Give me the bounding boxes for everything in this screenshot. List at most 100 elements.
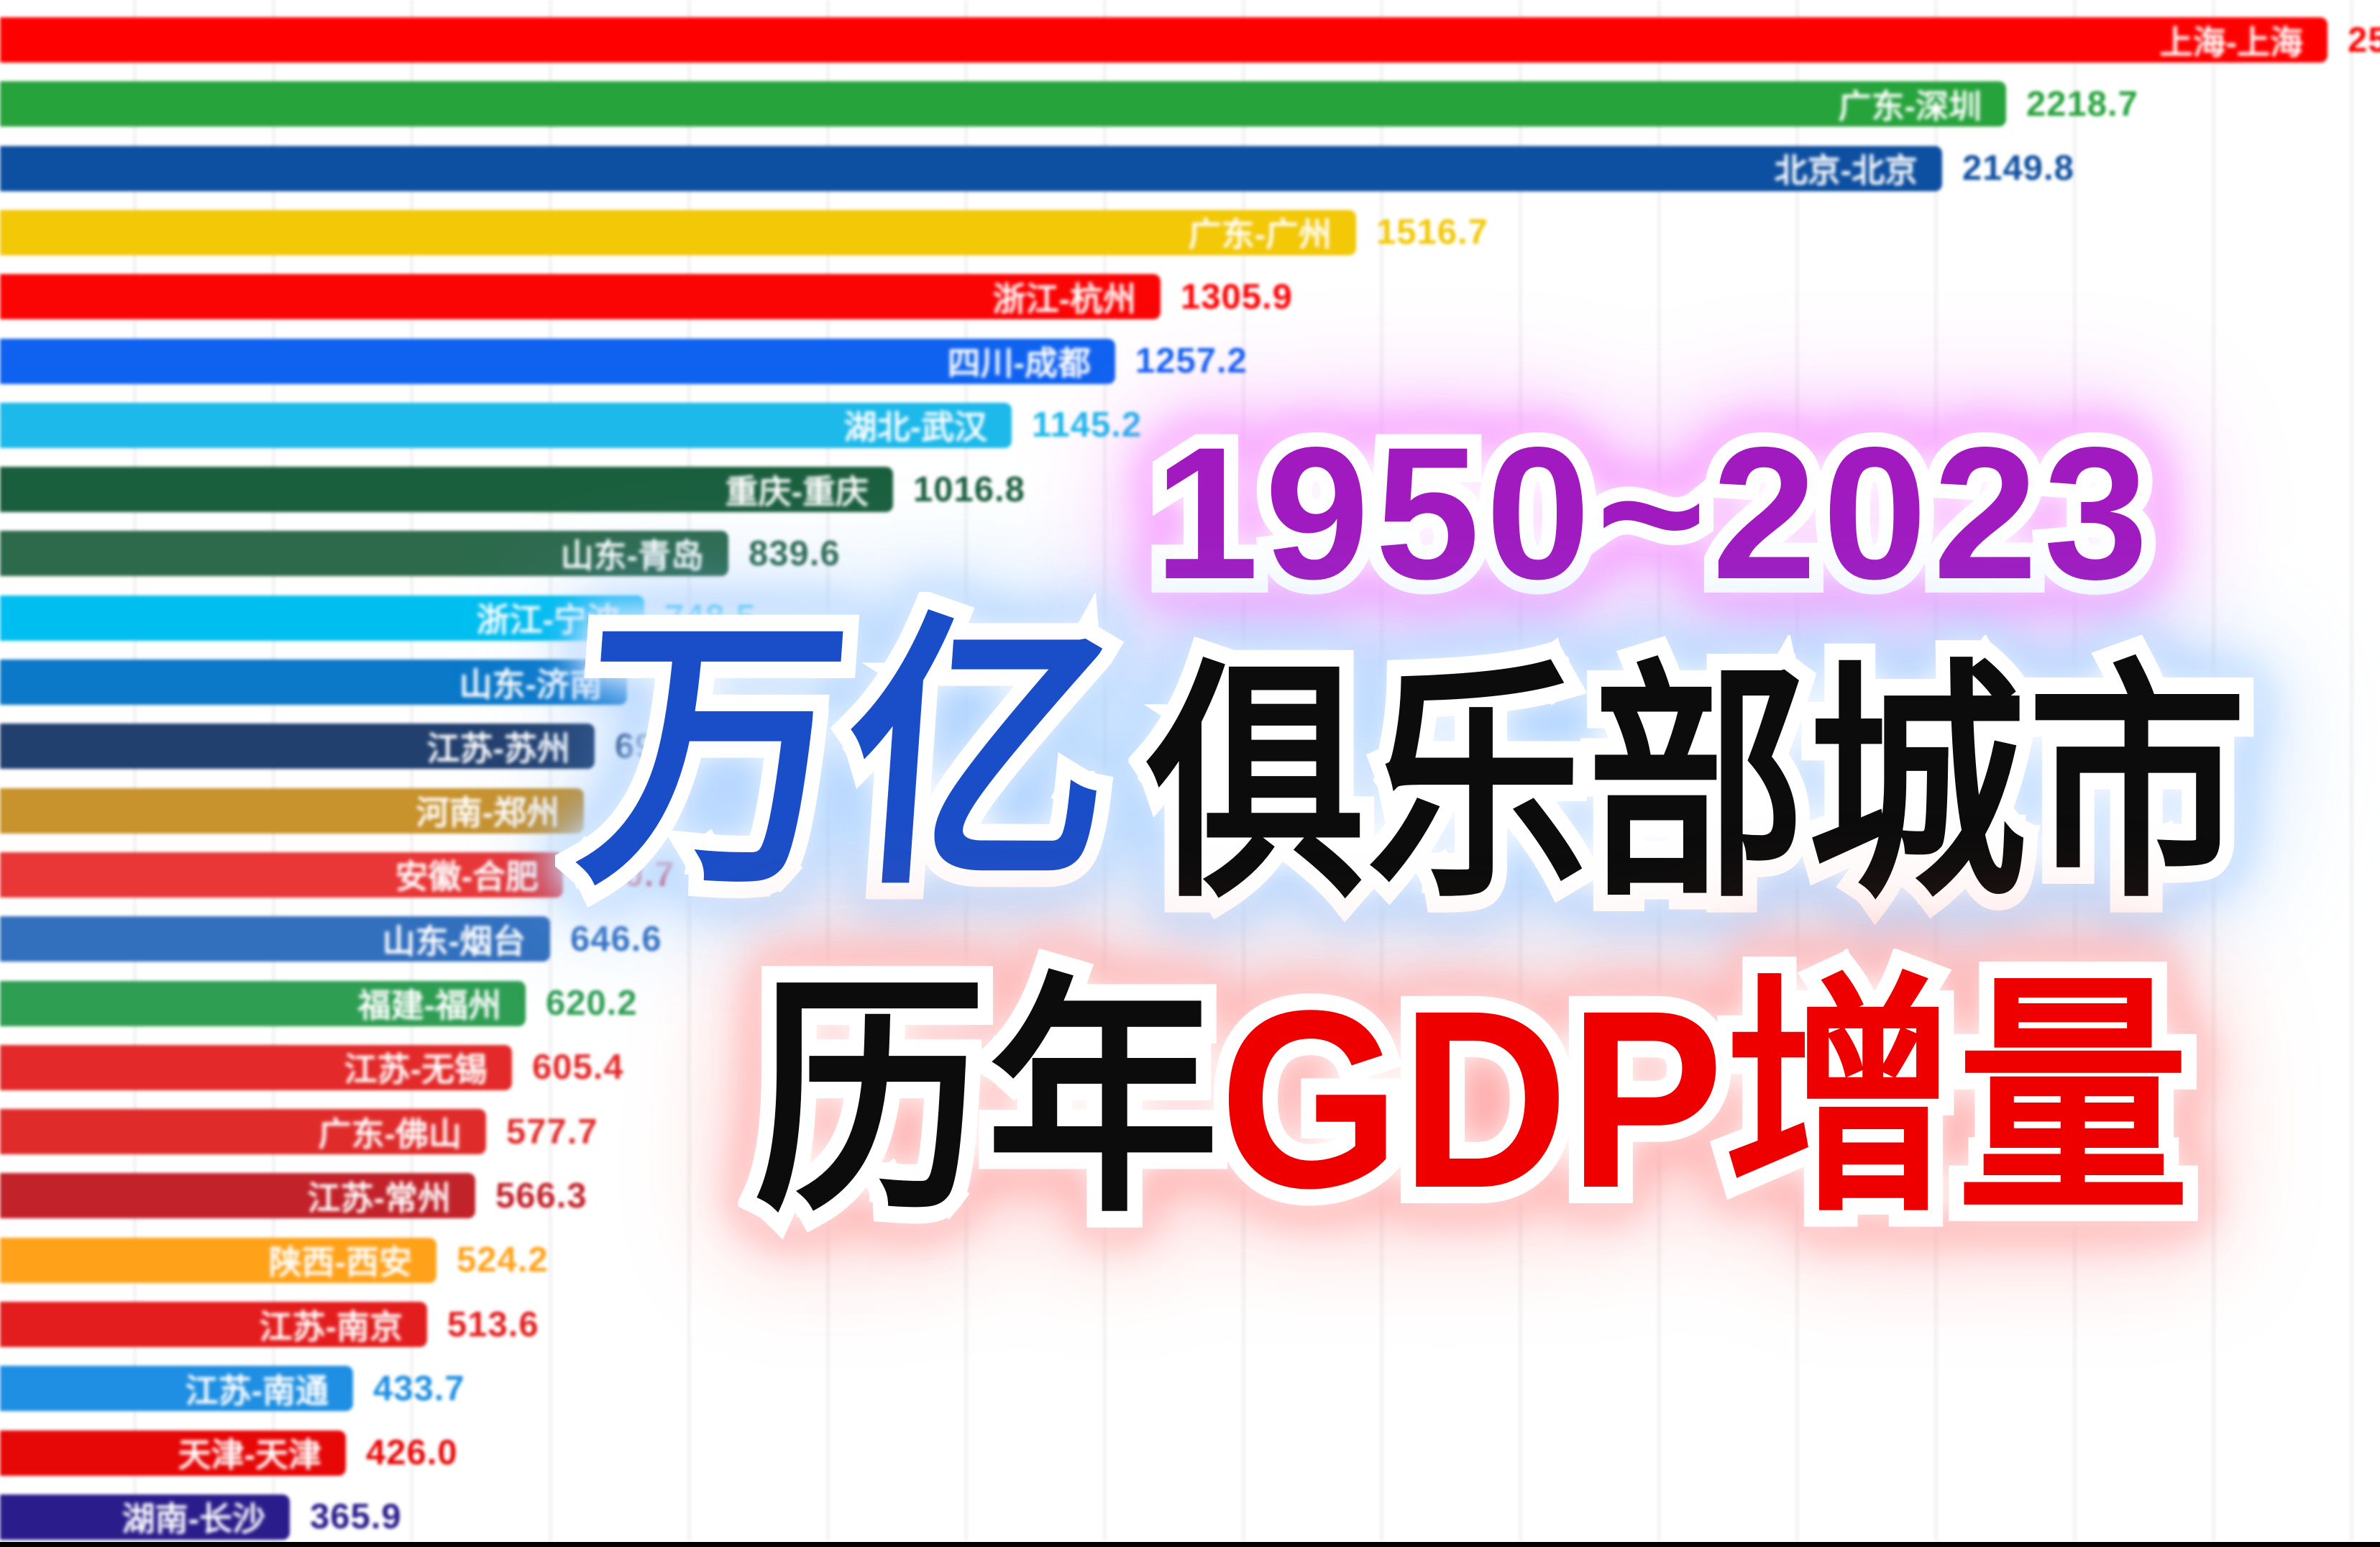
bar-value: 513.6 <box>447 1305 539 1344</box>
bar-label: 河南-郑州 <box>416 794 559 832</box>
bar-value: 1145.2 <box>1032 406 1143 445</box>
chart-baseline <box>0 1542 2380 1547</box>
bar-row: 山东-青岛 839.6 <box>0 531 2380 577</box>
bar-label: 湖南-长沙 <box>122 1500 265 1538</box>
bar-row: 北京-北京 2149.8 <box>0 145 2380 191</box>
bar: 天津-天津 <box>0 1430 346 1476</box>
gridline <box>549 0 552 1541</box>
title-period-line: 1950~2023 <box>1154 419 2154 608</box>
bar-row: 广东-广州 1516.7 <box>0 209 2380 255</box>
bar: 湖南-长沙 <box>0 1494 290 1540</box>
bar-row: 山东-济南 <box>0 660 2380 705</box>
bar-label: 四川-成都 <box>947 344 1091 382</box>
bar: 上海-上海 <box>0 17 2328 63</box>
bar: 四川-成都 <box>0 338 1115 384</box>
bar-label: 上海-上海 <box>2159 23 2303 61</box>
bar: 广东-佛山 <box>0 1109 486 1155</box>
bar-value: 365.9 <box>310 1497 402 1537</box>
bar-value: 426.0 <box>366 1433 458 1473</box>
bar-row: 山东-烟台 646.6 <box>0 916 2380 962</box>
bar: 广东-深圳 <box>0 81 2006 127</box>
bar: 安徽-合肥 <box>0 852 563 898</box>
bar-label: 陕西-西安 <box>268 1243 412 1282</box>
bar-row: 浙江-杭州 1305.9 <box>0 274 2380 320</box>
bar-label: 山东-青岛 <box>560 537 704 575</box>
title-sub-black: 历年 <box>754 972 1219 1226</box>
bar: 广东-广州 <box>0 209 1356 255</box>
bar-label: 重庆-重庆 <box>725 473 869 511</box>
bar-value: 1016.8 <box>913 470 1025 509</box>
bar-value: 1257.2 <box>1135 342 1248 380</box>
bar-row: 湖北-武汉 1145.2 <box>0 402 2380 448</box>
bar-label: 山东-济南 <box>459 665 603 703</box>
bar-row: 福建-福州 620.2 <box>0 980 2380 1026</box>
bar-label: 福建-福州 <box>357 987 501 1024</box>
bar: 山东-烟台 <box>0 916 550 962</box>
bar-row: 江苏-南京 513.6 <box>0 1302 2380 1347</box>
bar-label: 湖北-武汉 <box>843 409 987 447</box>
bar-row: 四川-成都 1257.2 <box>0 338 2380 384</box>
bar-row: 江苏-南通 433.7 <box>0 1366 2380 1412</box>
bar-row: 江苏-无锡 605.4 <box>0 1044 2380 1090</box>
bar-value: 2565.9 <box>2348 20 2380 60</box>
bar-row: 河南-郑州 <box>0 788 2380 834</box>
bar-value: 1516.7 <box>1376 213 1488 252</box>
bar-label: 江苏-南通 <box>185 1372 329 1410</box>
bar: 河南-郑州 <box>0 788 584 834</box>
title-keyword-black: 俱乐部城市 <box>1147 660 2248 913</box>
bar-label: 广东-广州 <box>1188 216 1332 254</box>
title-keyword-blue: 万亿 <box>570 595 1122 917</box>
bar: 江苏-常州 <box>0 1173 475 1219</box>
title-sub-red: GDP增量 <box>1219 972 2189 1226</box>
bar: 江苏-南通 <box>0 1366 353 1412</box>
gridline <box>272 0 275 1541</box>
bar-label: 浙江-杭州 <box>992 280 1136 318</box>
bar: 浙江-宁波 <box>0 595 644 641</box>
bar: 浙江-杭州 <box>0 274 1161 320</box>
bar-label: 安徽-合肥 <box>395 858 539 896</box>
bar: 江苏-苏州 <box>0 724 595 770</box>
gridline <box>411 0 413 1541</box>
bar-value: 620.2 <box>546 984 638 1023</box>
bar-value: 433.7 <box>373 1369 465 1408</box>
bar-row: 重庆-重庆 1016.8 <box>0 467 2380 513</box>
bar-row: 广东-深圳 2218.7 <box>0 81 2380 127</box>
bar: 湖北-武汉 <box>0 402 1012 448</box>
bar-label: 江苏-无锡 <box>344 1051 488 1089</box>
bar-label: 江苏-苏州 <box>426 729 570 767</box>
bar-label: 北京-北京 <box>1774 152 1918 190</box>
gridline <box>2351 0 2353 1541</box>
bar-value: 524.2 <box>457 1241 549 1280</box>
bar-row: 上海-上海 2565.9 <box>0 17 2380 63</box>
bar-label: 江苏-常州 <box>307 1179 451 1217</box>
bar-value: 2149.8 <box>1962 149 2074 188</box>
bar-value: 566.3 <box>495 1176 587 1215</box>
bar-row: 江苏-常州 566.3 <box>0 1173 2380 1219</box>
title-period-text: 1950~2023 <box>1154 419 2154 608</box>
bar: 山东-济南 <box>0 660 627 705</box>
bar: 江苏-南京 <box>0 1302 427 1347</box>
bar: 重庆-重庆 <box>0 467 893 513</box>
bar-value: 577.7 <box>506 1112 598 1151</box>
bar: 北京-北京 <box>0 145 1942 191</box>
bar-label: 广东-深圳 <box>1838 87 1982 125</box>
bar-label: 广东-佛山 <box>318 1115 462 1153</box>
bar: 陕西-西安 <box>0 1237 436 1283</box>
bar-value: 1305.9 <box>1181 277 1293 316</box>
gridline <box>134 0 136 1541</box>
bar: 江苏-无锡 <box>0 1044 512 1090</box>
bar-label: 江苏-南京 <box>259 1308 403 1346</box>
bar-row: 陕西-西安 524.2 <box>0 1237 2380 1283</box>
bar-label: 天津-天津 <box>178 1436 321 1474</box>
bar-value: 2218.7 <box>2026 84 2138 124</box>
bar: 山东-青岛 <box>0 531 728 577</box>
bar-value: 839.6 <box>749 534 841 573</box>
bar-label: 山东-烟台 <box>382 922 526 960</box>
bar-row: 湖南-长沙 365.9 <box>0 1494 2380 1540</box>
bar-row: 天津-天津 426.0 <box>0 1430 2380 1476</box>
bar-value: 605.4 <box>532 1048 624 1087</box>
